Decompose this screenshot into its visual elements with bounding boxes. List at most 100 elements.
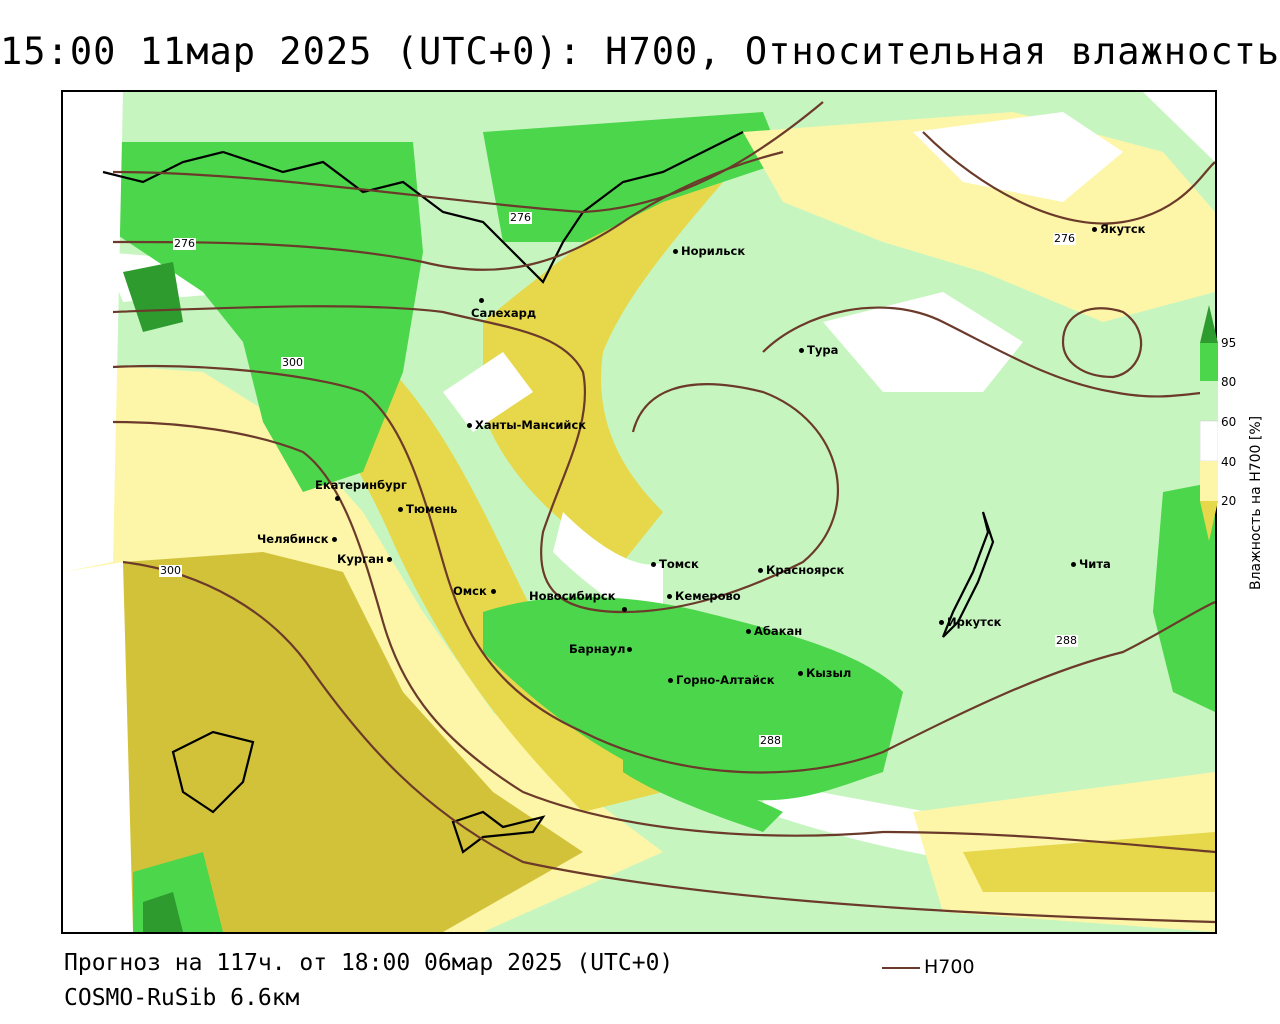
- city-name: Иркутск: [947, 615, 1002, 629]
- map-canvas: [63, 92, 1215, 932]
- contour-low-yakutia: [1061, 307, 1143, 379]
- city-name: Чита: [1079, 557, 1111, 571]
- humidity-map[interactable]: 276 276 276 300 300 288 288 Норильск Яку…: [61, 90, 1217, 934]
- city-dot: [1092, 227, 1097, 232]
- city-label: Новосибирск: [529, 589, 616, 603]
- humidity-area-west-yellow: [123, 552, 583, 932]
- city-dot: [667, 594, 672, 599]
- contour-east-mid: [762, 306, 1215, 398]
- h700-contours: [112, 101, 1215, 924]
- domain-outside-west: [63, 92, 123, 572]
- city-name: Томск: [659, 557, 699, 571]
- city-name: Челябинск: [257, 532, 329, 546]
- city-name: Омск: [453, 584, 487, 598]
- colorbar-tick: 95: [1221, 336, 1237, 350]
- city-dot: [799, 348, 804, 353]
- city-name: Салехард: [471, 306, 537, 320]
- city-name: Екатеринбург: [315, 478, 407, 492]
- contour-loop-central: [112, 305, 839, 614]
- humidity-area-west-siberia-yellow: [483, 172, 723, 562]
- baikal-lake-outline: [941, 511, 995, 638]
- city-name: Норильск: [681, 244, 746, 258]
- colorbar-top-arrow: [1200, 305, 1218, 343]
- city-dot: [758, 568, 763, 573]
- colorbar-band-40-60: [1200, 420, 1218, 462]
- contour-label: 276: [509, 211, 532, 224]
- humidity-area-nw-dark-green: [123, 262, 183, 332]
- city-dot: [490, 589, 496, 594]
- city-dot: [479, 298, 484, 303]
- city-dot: [651, 562, 656, 567]
- city-name: Тюмень: [406, 502, 458, 516]
- humidity-area-east-green: [1153, 482, 1215, 712]
- city-label: Екатеринбург: [315, 478, 407, 492]
- humidity-area-dry-gap-3: [443, 352, 533, 432]
- city-label: Чита: [1071, 557, 1111, 571]
- humidity-area-nw-green: [113, 142, 423, 492]
- contour-label: 300: [159, 564, 182, 577]
- city-label: Иркутск: [939, 615, 1001, 629]
- contour-label: 276: [1053, 232, 1076, 245]
- city-label: Омск: [453, 584, 499, 598]
- balkhash-lake-outline: [451, 810, 546, 854]
- city-name: Якутск: [1100, 222, 1146, 236]
- city-label: [622, 602, 630, 616]
- aral-sea-outline: [171, 730, 255, 814]
- colorbar-bottom-arrow: [1200, 501, 1218, 541]
- colorbar-band-20-40: [1200, 461, 1218, 501]
- city-dot: [627, 647, 633, 652]
- city-label: Тюмень: [398, 502, 457, 516]
- contour-276-mid: [112, 150, 784, 271]
- contour-south: [122, 560, 1215, 924]
- contour-276-north: [112, 101, 824, 214]
- contour-ne: [922, 131, 1215, 225]
- colorbar-tick: 60: [1221, 415, 1237, 429]
- city-dot: [673, 249, 678, 254]
- city-label: Норильск: [673, 244, 745, 258]
- city-dot: [335, 496, 340, 501]
- city-label: Ханты-Мансийск: [467, 418, 586, 432]
- contour-label: 288: [1055, 634, 1078, 647]
- forecast-info: Прогноз на 117ч. от 18:00 06мар 2025 (UT…: [64, 950, 674, 976]
- humidity-area-sw-dark-green: [143, 892, 183, 932]
- city-name: Абакан: [754, 624, 803, 638]
- contour-300: [112, 364, 1215, 774]
- city-dot: [398, 507, 403, 512]
- city-dot: [386, 557, 392, 562]
- city-name: Ханты-Мансийск: [475, 418, 587, 432]
- city-dot: [467, 423, 472, 428]
- city-label: Абакан: [746, 624, 802, 638]
- city-label: Кызыл: [798, 666, 851, 680]
- city-label: Челябинск: [257, 532, 340, 546]
- city-dot: [939, 620, 944, 625]
- city-label: [335, 491, 343, 505]
- city-dot: [1071, 562, 1076, 567]
- city-name: Горно-Алтайск: [676, 673, 775, 687]
- domain-outside-northeast: [1143, 92, 1215, 162]
- contour-legend-swatch: [882, 966, 920, 969]
- colorbar-band-80-95: [1200, 343, 1218, 381]
- city-label: [479, 293, 487, 307]
- city-label: Томск: [651, 557, 699, 571]
- city-label: Красноярск: [758, 563, 844, 577]
- humidity-area-central-white: [823, 292, 1023, 392]
- colorbar-tick: 40: [1221, 455, 1237, 469]
- city-label: Якутск: [1092, 222, 1145, 236]
- city-dot: [331, 537, 337, 542]
- arctic-coastline: [102, 131, 744, 284]
- contour-label: 276: [173, 237, 196, 250]
- city-name: Тура: [807, 343, 839, 357]
- colorbar-title: Влажность на H700 [%]: [1248, 415, 1264, 590]
- city-label: Тура: [799, 343, 838, 357]
- model-name: COSMO-RuSib 6.6км: [64, 985, 300, 1011]
- colorbar-band-60-80: [1200, 381, 1218, 421]
- city-label: Салехард: [471, 306, 536, 320]
- city-dot: [668, 678, 673, 683]
- humidity-area-altai-green: [483, 597, 903, 801]
- colorbar-tick: 20: [1221, 494, 1237, 508]
- city-dot: [622, 607, 627, 612]
- city-name: Кызыл: [806, 666, 852, 680]
- city-name: Барнаул: [569, 642, 626, 656]
- city-name: Красноярск: [766, 563, 845, 577]
- colorbar: [1200, 305, 1218, 541]
